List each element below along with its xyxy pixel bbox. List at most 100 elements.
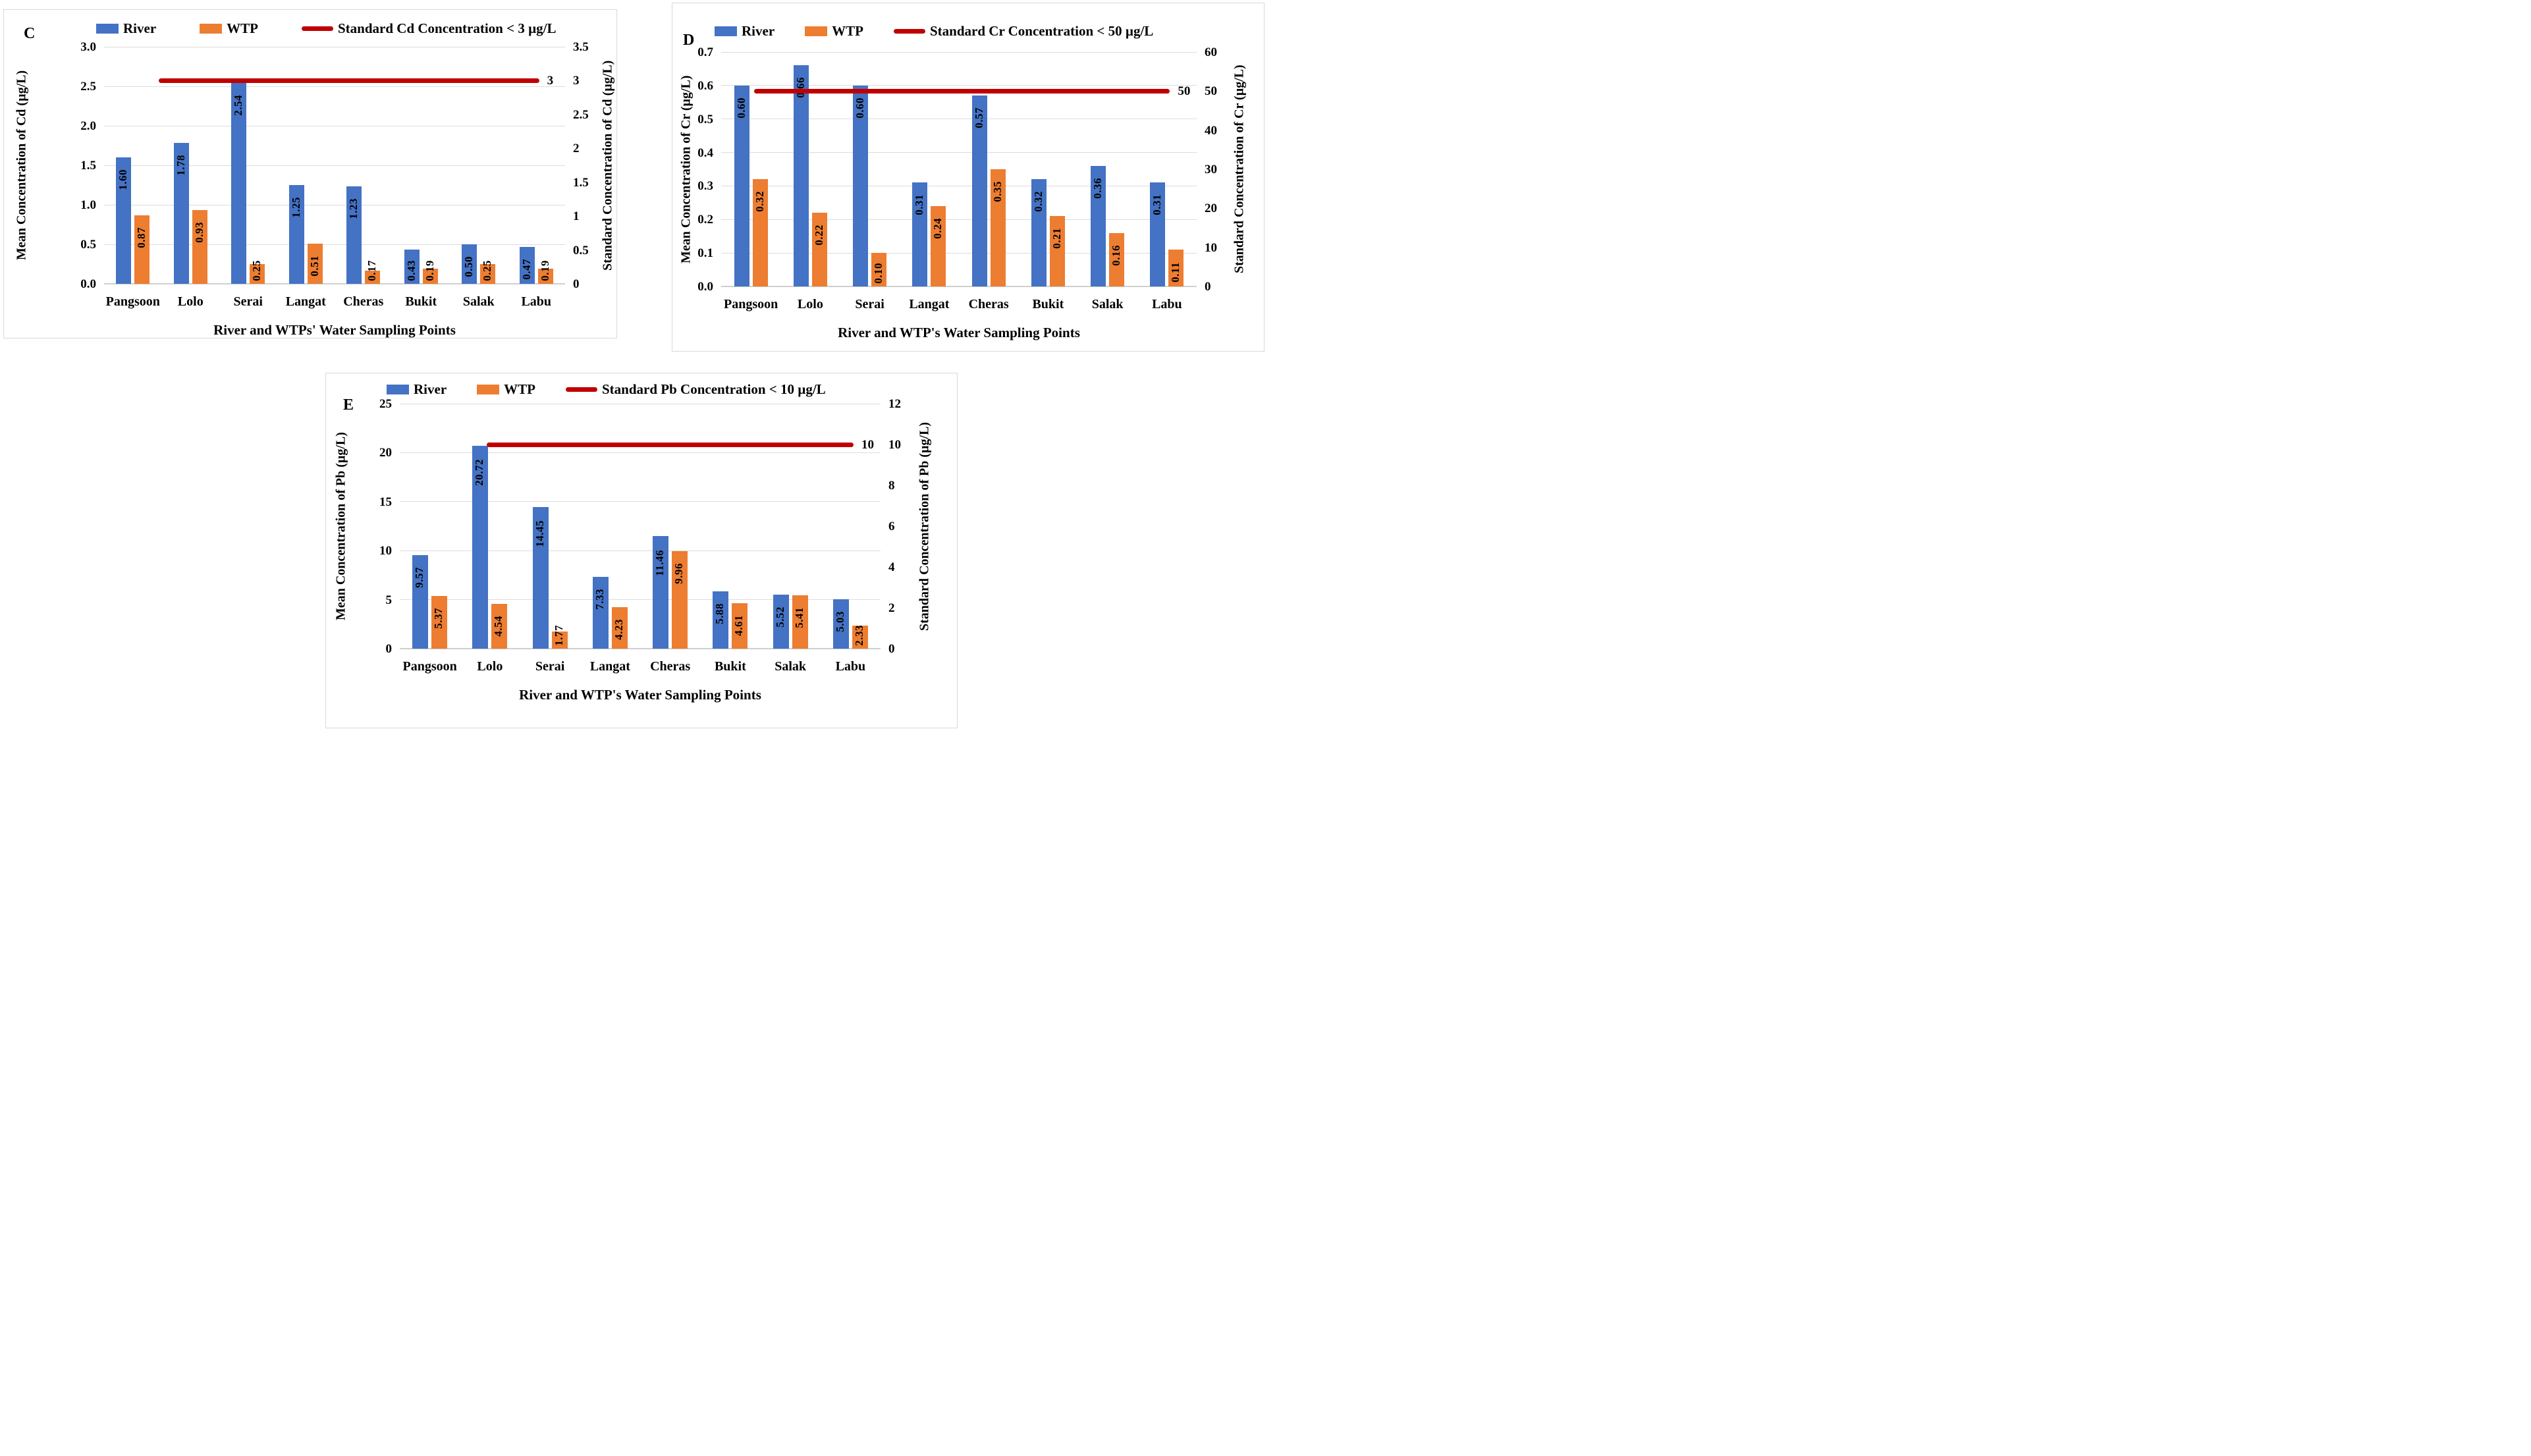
bar-river-serai xyxy=(533,507,549,649)
panel-chart-cr: D River WTP Standard Cr Concentration < … xyxy=(672,3,1265,352)
right-axis-tick-label: 50 xyxy=(1205,84,1217,99)
bar-value-label: 5.37 xyxy=(432,608,445,629)
x-category-label: Serai xyxy=(855,297,884,311)
legend-river-label: River xyxy=(414,381,447,397)
right-axis-tick-label: 10 xyxy=(1205,240,1217,255)
x-category-label: Labu xyxy=(521,294,552,309)
bar-wtp-lolo xyxy=(192,210,207,284)
bar-value-label: 0.43 xyxy=(404,260,418,281)
legend-item-standard: Standard Cr Concentration < 50 µg/L xyxy=(894,23,1153,40)
bar-wtp-labu xyxy=(852,626,868,649)
bar-value-label: 0.87 xyxy=(134,227,148,248)
standard-limit-line xyxy=(159,78,539,83)
x-category-label: Salak xyxy=(775,659,807,674)
bar-value-label: 1.25 xyxy=(289,197,302,218)
legend-item-river: River xyxy=(387,381,447,398)
bar-value-label: 0.24 xyxy=(931,218,944,239)
bar-wtp-bukit xyxy=(423,269,438,284)
bar-value-label: 20.72 xyxy=(473,458,485,486)
left-axis-tick-label: 1.0 xyxy=(80,198,96,212)
left-axis-tick-label: 0.4 xyxy=(697,146,713,160)
x-axis-title-cd: River and WTPs' Water Sampling Points xyxy=(213,322,456,338)
right-axis-tick-label: 3 xyxy=(573,74,580,88)
right-axis-tick-label: 0.5 xyxy=(573,243,589,257)
legend-standard-label: Standard Pb Concentration < 10 µg/L xyxy=(602,381,826,397)
left-axis-tick-label: 25 xyxy=(379,397,392,411)
wtp-swatch-icon xyxy=(200,24,223,34)
right-axis-title-cd: Standard Concentration of Cd (µg/L) xyxy=(600,60,615,271)
plot-area-pb: 9.57 5.37 20.72 4.54 14.45 1.77 7.33 4.23 11.46 9… xyxy=(400,403,881,649)
standard-limit-value-label: 50 xyxy=(1178,84,1191,99)
bar-river-cheras xyxy=(972,95,987,286)
bar-value-label: 9.96 xyxy=(672,563,685,584)
standard-line-swatch-icon xyxy=(566,387,597,392)
bar-river-lolo xyxy=(174,143,189,284)
bar-river-bukit xyxy=(1031,179,1047,286)
bar-river-salak xyxy=(1091,166,1106,286)
gridline xyxy=(400,452,881,453)
x-category-label: Serai xyxy=(233,294,263,309)
bar-river-labu xyxy=(1150,182,1165,286)
bar-wtp-cheras xyxy=(991,169,1006,286)
bar-river-labu xyxy=(833,599,849,649)
bar-value-label: 4.23 xyxy=(612,619,625,640)
bar-value-label: 5.52 xyxy=(774,607,786,628)
legend-standard-label: Standard Cd Concentration < 3 µg/L xyxy=(338,20,557,36)
bar-wtp-pangsoon xyxy=(134,215,150,284)
bar-value-label: 0.47 xyxy=(520,259,533,280)
river-swatch-icon xyxy=(715,26,737,36)
x-category-label: Pangsoon xyxy=(724,297,778,311)
standard-limit-line xyxy=(487,442,854,447)
right-axis-tick-label: 4 xyxy=(888,560,895,574)
right-axis-tick-label: 1.5 xyxy=(573,175,589,190)
x-category-label: Lolo xyxy=(797,297,823,311)
left-axis-tick-label: 3.0 xyxy=(80,40,96,54)
bar-value-label: 1.78 xyxy=(174,155,187,176)
right-axis-tick-label: 12 xyxy=(888,397,901,411)
right-axis-tick-label: 40 xyxy=(1205,123,1217,138)
right-axis-title-pb: Standard Concentration of Pb (µg/L) xyxy=(917,421,932,631)
legend-item-river: River xyxy=(96,20,156,37)
bar-value-label: 5.88 xyxy=(713,603,726,624)
x-category-label: Langat xyxy=(285,294,326,309)
bar-value-label: 0.22 xyxy=(812,225,825,246)
bar-wtp-serai xyxy=(250,264,265,284)
bar-wtp-lolo xyxy=(491,604,507,649)
x-category-label: Langat xyxy=(589,659,630,674)
standard-limit-line xyxy=(753,88,1170,94)
bar-value-label: 4.54 xyxy=(492,616,504,637)
left-axis-title-pb: Mean Concentration of Pb (µg/L) xyxy=(333,432,348,620)
legend-cd: River WTP Standard Cd Concentration < 3 … xyxy=(96,20,557,37)
standard-limit-value-label: 3 xyxy=(547,74,554,88)
x-category-label: Langat xyxy=(909,297,950,311)
left-axis-tick-label: 20 xyxy=(379,446,392,460)
x-category-label: Bukit xyxy=(714,659,746,674)
standard-line-swatch-icon xyxy=(894,29,925,34)
bar-value-label: 0.25 xyxy=(250,260,263,281)
legend-pb: River WTP Standard Pb Concentration < 10… xyxy=(387,381,826,398)
x-category-label: Lolo xyxy=(477,659,503,674)
bar-wtp-serai xyxy=(871,253,886,286)
x-axis-title-pb: River and WTP's Water Sampling Points xyxy=(519,687,761,703)
right-axis-tick-label: 0 xyxy=(573,277,580,291)
bar-river-langat xyxy=(912,182,927,286)
right-axis-tick-label: 3.5 xyxy=(573,40,589,54)
bar-value-label: 11.46 xyxy=(653,549,666,576)
bar-wtp-langat xyxy=(308,244,323,284)
bar-value-label: 0.32 xyxy=(1031,191,1045,212)
bar-value-label: 4.61 xyxy=(732,615,745,636)
legend-item-wtp: WTP xyxy=(200,20,258,37)
bar-value-label: 1.60 xyxy=(116,169,129,190)
x-axis-line xyxy=(400,648,881,649)
gridline xyxy=(104,86,565,87)
left-axis-tick-label: 0.5 xyxy=(80,238,96,252)
figure-canvas: C River WTP Standard Cd Concentration < … xyxy=(0,0,1266,728)
standard-limit-value-label: 10 xyxy=(861,438,874,452)
left-axis-title-cd: Mean Concentration of Cd (µg/L) xyxy=(14,70,29,261)
legend-item-wtp: WTP xyxy=(805,23,863,40)
bar-river-serai xyxy=(231,83,246,284)
gridline xyxy=(104,244,565,245)
gridline xyxy=(721,252,1197,254)
left-axis-tick-label: 0.1 xyxy=(697,246,713,261)
bar-wtp-pangsoon xyxy=(753,179,768,286)
